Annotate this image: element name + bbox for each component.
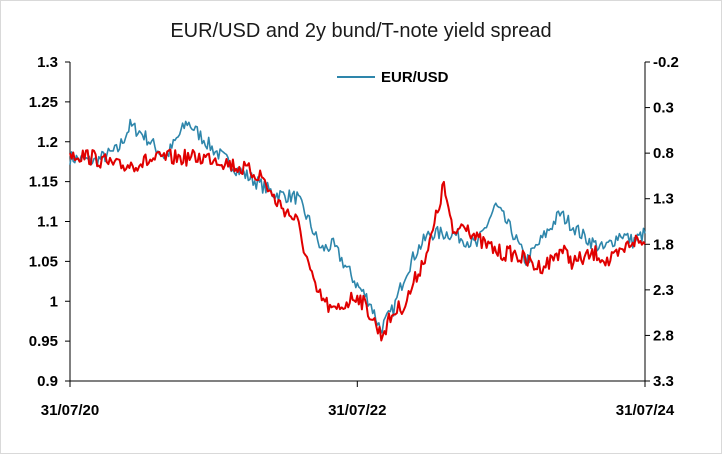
left-tick-label: 1.1 — [37, 214, 58, 231]
left-tick-label: 1.05 — [29, 253, 58, 270]
chart-title: EUR/USD and 2y bund/T-note yield spread — [170, 20, 552, 42]
right-tick-label: 0.3 — [653, 100, 674, 117]
legend: EUR/USD — [337, 69, 449, 86]
axes-group: 1.3 1.25 1.2 1.15 1.1 1.05 1 0.95 0.9 -0.2 0.3 0.8 1… — [29, 54, 679, 419]
left-tick-label: 1.15 — [29, 174, 58, 191]
left-tick-label: 1.3 — [37, 54, 58, 71]
left-tick-label: 1 — [50, 293, 58, 310]
x-tick-label: 31/07/22 — [328, 402, 386, 419]
right-tick-label: 1.3 — [653, 191, 674, 208]
legend-label-eurusd: EUR/USD — [381, 69, 449, 86]
left-tick-label: 0.95 — [29, 333, 58, 350]
yield-spread-line — [69, 148, 646, 342]
right-tick-label: 2.3 — [653, 282, 674, 299]
left-tick-label: 1.2 — [37, 134, 58, 151]
right-tick-label: 3.3 — [653, 373, 674, 390]
right-tick-label: -0.2 — [653, 54, 679, 71]
left-tick-label: 1.25 — [29, 94, 58, 111]
series-group — [69, 118, 646, 342]
right-tick-label: 2.8 — [653, 327, 674, 344]
x-tick-label: 31/07/24 — [616, 402, 675, 419]
left-tick-label: 0.9 — [37, 373, 58, 390]
right-tick-label: 0.8 — [653, 145, 674, 162]
x-tick-label: 31/07/20 — [41, 402, 99, 419]
right-tick-label: 1.8 — [653, 236, 674, 253]
